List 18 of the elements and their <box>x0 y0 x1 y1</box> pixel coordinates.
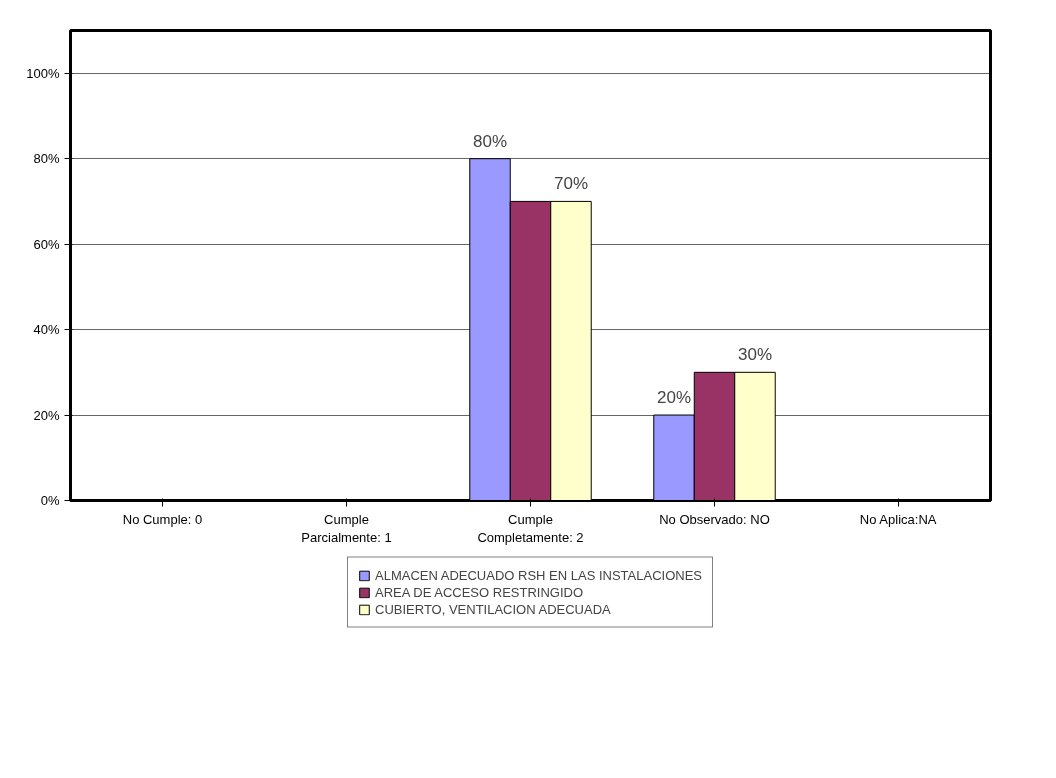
y-tick-label: 80% <box>33 151 60 167</box>
data-label: 70% <box>553 174 588 194</box>
y-tick-label: 100% <box>26 65 60 81</box>
y-tick-label: 40% <box>33 322 60 338</box>
y-tick-label: 0% <box>40 493 60 508</box>
x-tick-label: No Observado: NO <box>659 511 770 527</box>
legend-label: ALMACEN ADECUADO RSH EN LAS INSTALACIONES <box>374 567 703 583</box>
y-tick-label: 60% <box>33 236 60 252</box>
x-tick-label: No Cumple: 0 <box>122 511 203 527</box>
x-tick-label: Cumple Parcialmente: 1 <box>301 511 392 545</box>
data-label: 20% <box>657 388 692 408</box>
x-tick-label: Cumple Completamente: 2 <box>477 511 584 545</box>
x-tick-label: No Aplica:NA <box>859 511 937 527</box>
legend-label: CUBIERTO, VENTILACION ADECUADA <box>374 601 611 617</box>
y-tick-label: 20% <box>33 407 60 423</box>
legend-label: AREA DE ACCESO RESTRINGIDO <box>374 584 584 600</box>
data-label: 80% <box>473 131 508 151</box>
data-label: 30% <box>737 345 772 365</box>
